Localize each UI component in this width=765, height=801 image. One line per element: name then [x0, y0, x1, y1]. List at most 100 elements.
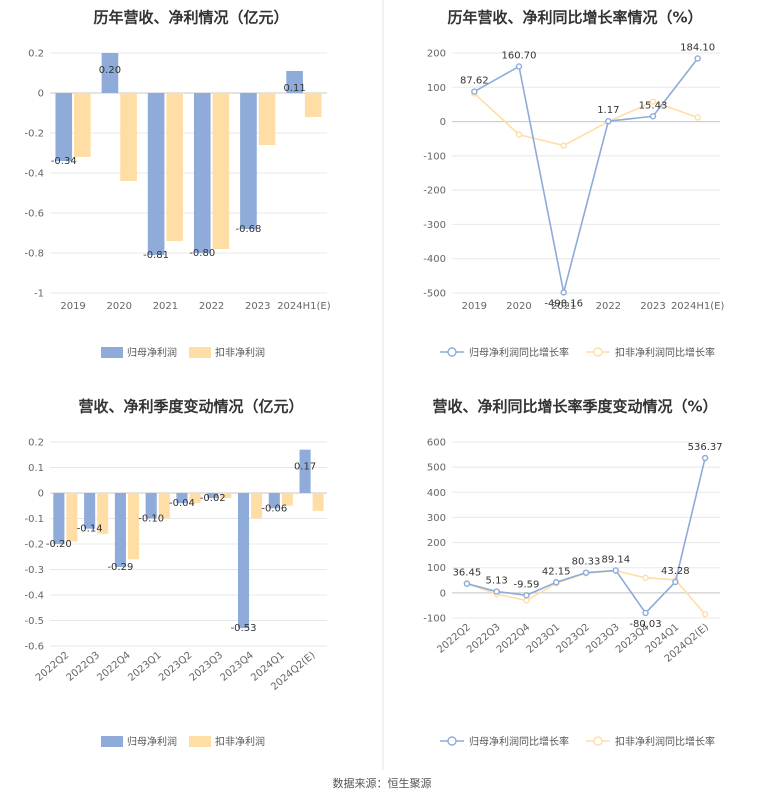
- legend-label: 扣非净利润: [215, 346, 265, 359]
- y-tick-label: 300: [427, 513, 446, 524]
- x-tick-label: 2022Q3: [65, 650, 102, 684]
- legend-label: 归母净利润同比增长率: [469, 735, 569, 748]
- x-tick-label: 2019: [60, 301, 85, 312]
- x-tick-label: 2021: [153, 301, 178, 312]
- bar-secondary: [189, 493, 201, 504]
- legend-label: 归母净利润同比增长率: [469, 346, 569, 359]
- data-label: -0.81: [143, 250, 169, 261]
- x-tick-label: 2020: [107, 301, 132, 312]
- bar-primary: [55, 93, 73, 161]
- x-tick-label: 2024H1(E): [671, 301, 725, 312]
- x-tick-label: 2022Q2: [34, 650, 71, 684]
- chart-title: 历年营收、净利情况（亿元）: [93, 9, 288, 27]
- y-tick-label: 100: [427, 83, 446, 94]
- series-line-primary: [473, 57, 699, 293]
- y-tick-label: 0: [38, 89, 44, 100]
- y-tick-label: -0.4: [24, 591, 44, 602]
- data-label: 87.62: [460, 76, 489, 87]
- point-secondary: [649, 98, 657, 105]
- x-tick-label: 2024H1(E): [277, 301, 331, 312]
- data-label: -9.59: [514, 579, 540, 590]
- bar-secondary: [251, 493, 263, 519]
- data-label: -0.10: [138, 514, 164, 525]
- data-label: 184.10: [680, 42, 715, 53]
- bar-primary: [53, 493, 65, 544]
- data-label: -0.06: [261, 503, 287, 514]
- x-tick-label: 2022: [199, 301, 224, 312]
- y-tick-label: 100: [427, 563, 446, 574]
- data-label: 42.15: [542, 566, 571, 577]
- y-tick-label: 0.1: [28, 463, 44, 474]
- point-secondary: [523, 597, 530, 604]
- legend-label: 归母净利润: [127, 735, 177, 748]
- legend-label: 扣非净利润同比增长率: [615, 735, 715, 748]
- legend-swatch-primary: [101, 347, 123, 358]
- data-label: -0.53: [231, 623, 257, 634]
- bar-secondary: [312, 493, 324, 511]
- bar-primary: [176, 493, 188, 504]
- bar-primary: [299, 449, 311, 493]
- y-tick-label: 0: [440, 588, 446, 599]
- bar-primary: [237, 493, 250, 629]
- y-tick-label: -300: [423, 220, 446, 231]
- data-label: -0.80: [189, 248, 215, 259]
- data-label: -0.02: [200, 493, 226, 504]
- data-label: -0.29: [107, 562, 133, 573]
- x-tick-label: 2021: [551, 301, 576, 312]
- chart-title: 营收、净利同比增长率季度变动情况（%）: [432, 398, 717, 416]
- legend-marker-primary: [447, 736, 457, 746]
- y-tick-label: -400: [423, 254, 446, 265]
- bar-secondary: [158, 493, 170, 519]
- legend-swatch-secondary: [189, 347, 211, 358]
- point-primary: [701, 454, 709, 462]
- y-tick-label: -500: [423, 289, 446, 300]
- series-line-secondary: [473, 92, 698, 147]
- bar-primary: [193, 93, 211, 253]
- point-primary: [463, 580, 471, 587]
- x-tick-label: 2023Q2: [157, 650, 194, 684]
- y-tick-label: -200: [423, 186, 446, 197]
- bar-secondary: [166, 93, 184, 241]
- data-label: 80.33: [572, 557, 601, 568]
- y-tick-label: 0.2: [28, 438, 44, 449]
- x-tick-label: 2023Q4: [219, 650, 256, 684]
- legend-marker-secondary: [593, 736, 603, 746]
- data-label: 5.13: [486, 576, 508, 587]
- bar-secondary: [212, 93, 230, 249]
- data-label: 15.43: [639, 100, 668, 111]
- data-label: -0.20: [46, 539, 72, 550]
- y-tick-label: -0.3: [24, 565, 44, 576]
- point-primary: [694, 55, 701, 62]
- bar-secondary: [120, 93, 137, 181]
- data-label: 36.45: [453, 568, 482, 579]
- data-label: 0.20: [99, 65, 121, 76]
- y-tick-label: -0.5: [24, 616, 44, 627]
- data-label: 160.70: [502, 50, 537, 61]
- y-tick-label: -1: [34, 289, 44, 300]
- point-primary: [493, 588, 500, 595]
- bar-primary: [101, 53, 119, 93]
- data-label: 0.17: [294, 462, 316, 473]
- legend-swatch-secondary: [189, 736, 211, 747]
- point-primary: [649, 113, 657, 120]
- series-line-primary: [466, 457, 706, 615]
- point-primary: [582, 569, 590, 576]
- y-tick-label: 0: [38, 489, 44, 500]
- y-tick-label: 200: [427, 538, 446, 549]
- bar-primary: [145, 493, 157, 519]
- y-tick-label: 0.2: [28, 49, 44, 60]
- chart-panel-3: 营收、净利季度变动情况（亿元） 0.2 0.1 0 -0.1 -0.2 -0.3 -0.4 -0…: [24, 398, 327, 748]
- bar-secondary: [74, 93, 91, 157]
- data-label: 89.14: [601, 554, 630, 565]
- bar-secondary: [281, 493, 293, 506]
- bar-primary: [84, 493, 96, 529]
- data-label: -0.04: [169, 498, 195, 509]
- bar-secondary: [127, 493, 140, 560]
- data-label: 536.37: [688, 442, 723, 453]
- data-label: -0.34: [51, 156, 77, 167]
- bar-secondary: [97, 493, 109, 534]
- data-label: 0.11: [283, 83, 305, 94]
